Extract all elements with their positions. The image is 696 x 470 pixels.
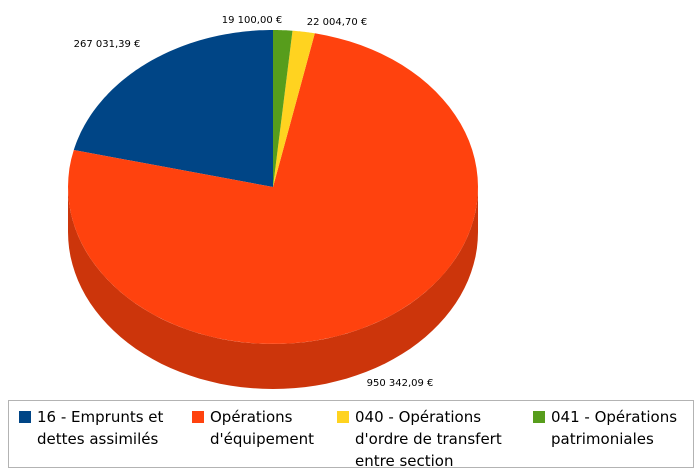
legend-label: 16 - Emprunts et dettes assimilés [37, 408, 164, 448]
legend-swatch [192, 411, 204, 423]
slice-side [68, 187, 478, 389]
value-label: 950 342,09 € [367, 378, 434, 389]
legend-swatch [337, 411, 349, 423]
slice [73, 30, 273, 187]
legend-label: Opérations d'équipement [210, 408, 315, 448]
value-label: 22 004,70 € [307, 17, 367, 28]
slice [68, 33, 478, 344]
legend-label: 041 - Opérations patrimoniales [551, 408, 678, 448]
slice [273, 30, 293, 187]
value-label: 19 100,00 € [222, 15, 282, 26]
chart: 267 031,39 € 950 342,09 € 22 004,70 € 19 10… [68, 15, 478, 389]
legend: 16 - Emprunts et dettes assimilés Opérati… [8, 400, 694, 470]
legend-swatch [533, 411, 545, 423]
slice [273, 30, 315, 188]
value-label: 267 031,39 € [74, 39, 141, 50]
legend-swatch [19, 411, 31, 423]
legend-label: 040 - Opérations d'ordre de transfert en… [355, 408, 502, 470]
